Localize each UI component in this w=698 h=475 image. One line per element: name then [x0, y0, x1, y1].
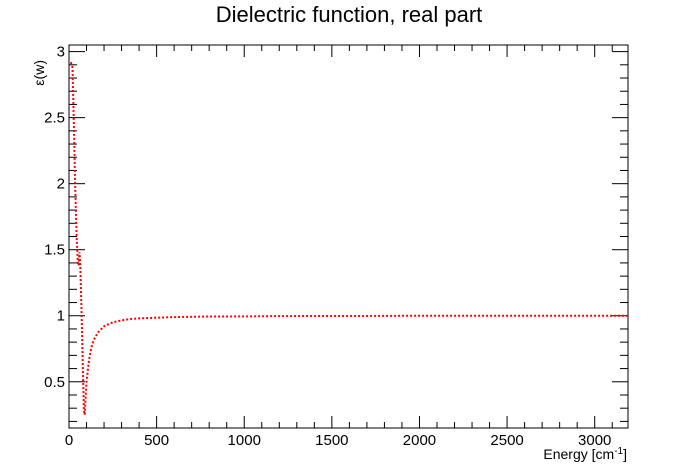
series-line — [69, 61, 628, 416]
x-tick-label: 2500 — [490, 432, 523, 449]
y-tick-label: 1 — [57, 308, 65, 325]
x-tick-label: 3000 — [578, 432, 611, 449]
x-axis-label: Energy [cm-1] — [543, 446, 627, 462]
x-tick-label: 2000 — [403, 432, 436, 449]
y-tick-label: 2 — [57, 176, 65, 193]
series-group — [69, 61, 628, 416]
axis-tick-labels: 0 500 1000 1500 2000 2500 3000 0.5 1 1.5 2 2.5 3 — [44, 44, 611, 449]
plot-frame — [68, 44, 629, 429]
axis-ticks — [68, 45, 628, 428]
chart-title: Dielectric function, real part — [216, 2, 483, 27]
x-tick-label: 1500 — [315, 432, 348, 449]
y-tick-label: 3 — [57, 44, 65, 61]
x-tick-label: 500 — [144, 432, 169, 449]
x-tick-label: 0 — [65, 432, 73, 449]
y-axis-label: ε(w) — [31, 60, 47, 86]
y-tick-label: 0.5 — [44, 374, 65, 391]
x-tick-label: 1000 — [228, 432, 261, 449]
y-tick-label: 2.5 — [44, 110, 65, 127]
y-tick-label: 1.5 — [44, 242, 65, 259]
